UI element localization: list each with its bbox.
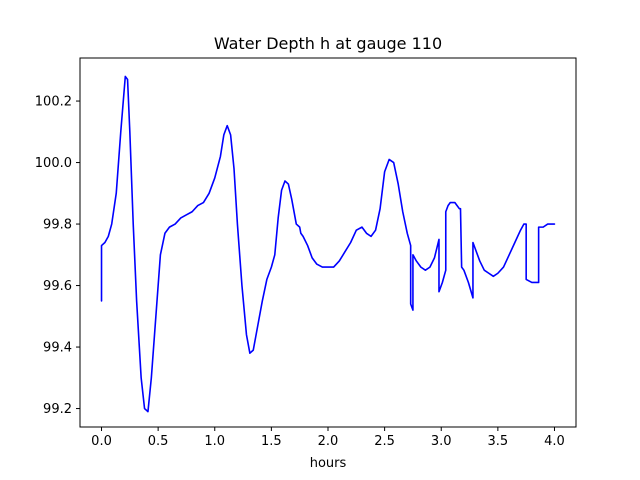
x-tick-label: 1.5: [261, 434, 282, 449]
y-tick-label: 99.6: [43, 279, 72, 294]
y-tick-label: 100.2: [35, 95, 72, 110]
chart-title: Water Depth h at gauge 110: [214, 34, 442, 53]
x-axis-label: hours: [310, 456, 347, 471]
y-tick-label: 100.0: [35, 156, 72, 171]
x-tick-label: 3.0: [431, 434, 452, 449]
x-tick-label: 3.5: [488, 434, 509, 449]
x-axis-ticks: 0.0 0.5 1.0 1.5 2.0 2.5 3.0 3.5 4.0: [91, 427, 565, 449]
y-tick-label: 99.4: [43, 341, 72, 356]
y-tick-label: 99.2: [43, 402, 72, 417]
plot-area: 0.0 0.5 1.0 1.5 2.0 2.5 3.0 3.5 4.0 99.2 99.4 99.6…: [35, 57, 577, 449]
x-tick-label: 0.0: [91, 434, 112, 449]
x-tick-label: 0.5: [148, 434, 169, 449]
series-line-0: [100, 75, 556, 413]
x-tick-label: 4.0: [544, 434, 565, 449]
x-tick-label: 2.5: [374, 434, 395, 449]
y-axis-ticks: 99.2 99.4 99.6 99.8 100.0 100.2: [35, 95, 80, 417]
x-tick-label: 2.0: [318, 434, 339, 449]
y-tick-label: 99.8: [43, 218, 72, 233]
series-layer: [100, 75, 556, 413]
x-tick-label: 1.0: [204, 434, 225, 449]
